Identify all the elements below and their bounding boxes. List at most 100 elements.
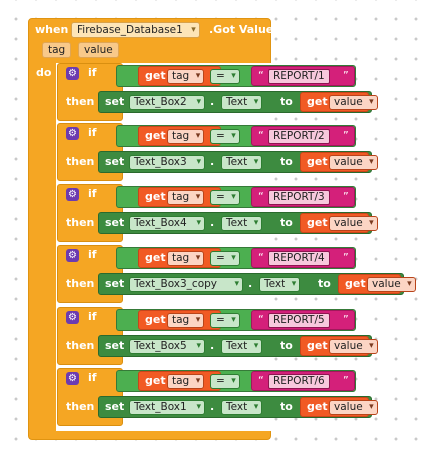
mutator-gear-icon[interactable]: ⚙ (66, 188, 79, 201)
text-value[interactable]: REPORT/3 (268, 190, 330, 205)
get-value-block[interactable]: get value (338, 274, 416, 294)
do-label: do (36, 66, 52, 79)
then-label: then (66, 400, 95, 413)
property-dropdown[interactable]: Text (221, 216, 263, 231)
dot-label: . (210, 216, 215, 229)
then-label: then (66, 95, 95, 108)
property-dropdown[interactable]: Text (259, 277, 301, 292)
get-variable-dropdown[interactable]: value (329, 339, 378, 354)
text-string-block[interactable]: “ REPORT/4 ” (251, 248, 355, 268)
component-dropdown[interactable]: Text_Box2 (129, 95, 205, 110)
text-string-block[interactable]: “ REPORT/6 ” (251, 371, 355, 391)
text-string-block[interactable]: “ REPORT/2 ” (251, 126, 355, 146)
property-dropdown[interactable]: Text (221, 155, 263, 170)
open-quote: “ (258, 190, 264, 203)
then-label: then (66, 277, 95, 290)
get-value-block[interactable]: get value (300, 152, 378, 172)
operator-dropdown[interactable]: = (210, 190, 240, 205)
get-variable-dropdown[interactable]: tag (167, 374, 205, 389)
close-quote: ” (343, 313, 349, 326)
component-dropdown[interactable]: Firebase_Database1 (71, 22, 200, 38)
text-value[interactable]: REPORT/5 (268, 313, 330, 328)
component-dropdown[interactable]: Text_Box4 (129, 216, 205, 231)
operator-dropdown[interactable]: = (210, 374, 240, 389)
when-label: when (35, 23, 69, 36)
if-label: if (88, 126, 97, 139)
component-dropdown[interactable]: Text_Box5 (129, 339, 205, 354)
mutator-gear-icon[interactable]: ⚙ (66, 372, 79, 385)
get-variable-dropdown[interactable]: value (329, 400, 378, 415)
get-label: get (145, 69, 166, 82)
get-value-block[interactable]: get value (300, 397, 378, 417)
get-value-block[interactable]: get value (300, 92, 378, 112)
property-dropdown[interactable]: Text (221, 400, 263, 415)
dot-label: . (210, 155, 215, 168)
text-value[interactable]: REPORT/4 (268, 251, 330, 266)
text-value[interactable]: REPORT/2 (268, 129, 330, 144)
mutator-gear-icon[interactable]: ⚙ (66, 311, 79, 324)
get-tag-block[interactable]: get tag (138, 310, 221, 330)
property-dropdown[interactable]: Text (221, 95, 263, 110)
text-string-block[interactable]: “ REPORT/5 ” (251, 310, 355, 330)
get-tag-block[interactable]: get tag (138, 371, 221, 391)
close-quote: ” (343, 251, 349, 264)
get-variable-dropdown[interactable]: tag (167, 69, 205, 84)
get-label: get (307, 95, 328, 108)
text-string-block[interactable]: “ REPORT/3 ” (251, 187, 355, 207)
get-value-block[interactable]: get value (300, 213, 378, 233)
param-value[interactable]: value (78, 42, 119, 58)
get-label: get (145, 129, 166, 142)
text-value[interactable]: REPORT/1 (268, 69, 330, 84)
close-quote: ” (343, 190, 349, 203)
get-tag-block[interactable]: get tag (138, 126, 221, 146)
close-quote: ” (343, 69, 349, 82)
to-label: to (280, 339, 293, 352)
mutator-gear-icon[interactable]: ⚙ (66, 127, 79, 140)
if-label: if (88, 371, 97, 384)
get-variable-dropdown[interactable]: value (329, 95, 378, 110)
get-label: get (145, 190, 166, 203)
text-value[interactable]: REPORT/6 (268, 374, 330, 389)
get-value-block[interactable]: get value (300, 336, 378, 356)
component-dropdown[interactable]: Text_Box3_copy (129, 277, 243, 292)
set-label: set (105, 155, 125, 168)
get-label: get (307, 216, 328, 229)
get-tag-block[interactable]: get tag (138, 187, 221, 207)
get-label: get (145, 313, 166, 326)
get-variable-dropdown[interactable]: tag (167, 129, 205, 144)
get-variable-dropdown[interactable]: tag (167, 190, 205, 205)
get-tag-block[interactable]: get tag (138, 248, 221, 268)
get-variable-dropdown[interactable]: value (367, 277, 416, 292)
get-variable-dropdown[interactable]: value (329, 155, 378, 170)
component-dropdown[interactable]: Text_Box1 (129, 400, 205, 415)
to-label: to (318, 277, 331, 290)
operator-dropdown[interactable]: = (210, 251, 240, 266)
operator-dropdown[interactable]: = (210, 69, 240, 84)
get-variable-dropdown[interactable]: tag (167, 251, 205, 266)
param-tag[interactable]: tag (42, 42, 72, 58)
mutator-gear-icon[interactable]: ⚙ (66, 249, 79, 262)
get-variable-dropdown[interactable]: tag (167, 313, 205, 328)
operator-dropdown[interactable]: = (210, 129, 240, 144)
get-label: get (307, 339, 328, 352)
component-dropdown[interactable]: Text_Box3 (129, 155, 205, 170)
operator-dropdown[interactable]: = (210, 313, 240, 328)
then-label: then (66, 216, 95, 229)
text-string-block[interactable]: “ REPORT/1 ” (251, 66, 355, 86)
get-tag-block[interactable]: get tag (138, 66, 221, 86)
property-dropdown[interactable]: Text (221, 339, 263, 354)
mutator-gear-icon[interactable]: ⚙ (66, 67, 79, 80)
get-variable-dropdown[interactable]: value (329, 216, 378, 231)
